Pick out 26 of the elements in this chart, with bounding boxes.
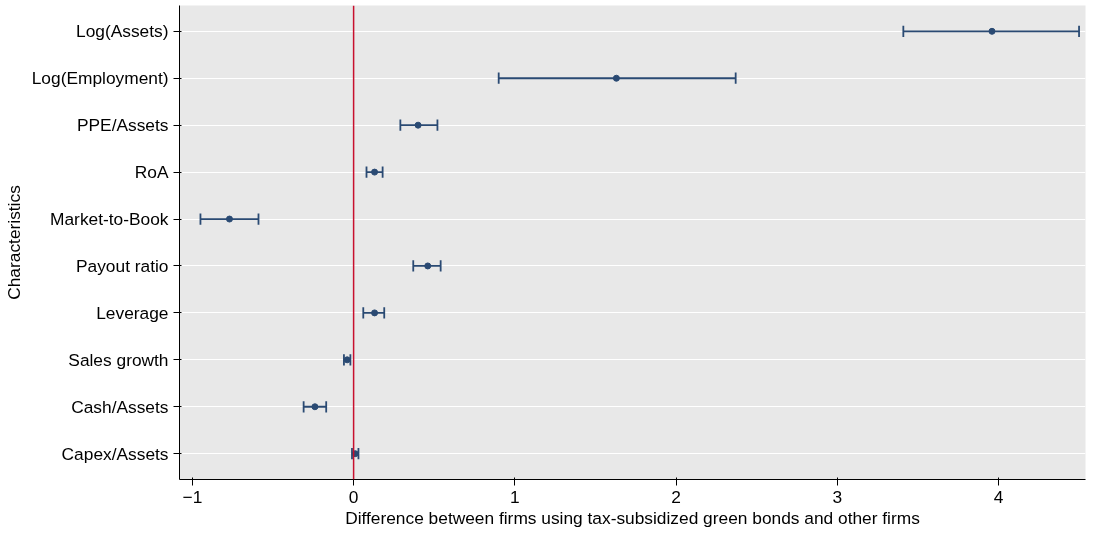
y-tick-label: Log(Assets) — [76, 21, 169, 42]
x-tick-label: 2 — [671, 486, 681, 507]
y-tick-label: Capex/Assets — [61, 443, 169, 464]
point — [311, 403, 319, 411]
y-tick-label: PPE/Assets — [77, 115, 169, 136]
x-tick-label: 4 — [993, 486, 1004, 507]
y-tick-label: Sales growth — [68, 349, 169, 370]
point — [424, 262, 432, 270]
y-tick-label: Market-to-Book — [50, 209, 169, 230]
y-tick-label: Log(Employment) — [31, 68, 169, 89]
y-tick-label: Payout ratio — [76, 255, 169, 276]
point — [612, 74, 620, 82]
point — [371, 309, 379, 317]
x-tick-label: −1 — [182, 486, 203, 507]
x-tick-label: 1 — [510, 486, 520, 507]
x-axis-title: Difference between firms using tax-subsidized green bonds and other firms — [345, 507, 921, 528]
point — [225, 215, 233, 223]
point — [371, 168, 379, 176]
point — [988, 27, 996, 35]
y-axis-title: Characteristics — [3, 184, 24, 300]
x-tick-label: 0 — [348, 486, 359, 507]
x-tick-label: 3 — [832, 486, 843, 507]
y-tick-label: RoA — [134, 162, 169, 183]
point — [414, 121, 422, 129]
y-tick-label: Leverage — [96, 302, 169, 323]
y-tick-label: Cash/Assets — [71, 396, 169, 417]
